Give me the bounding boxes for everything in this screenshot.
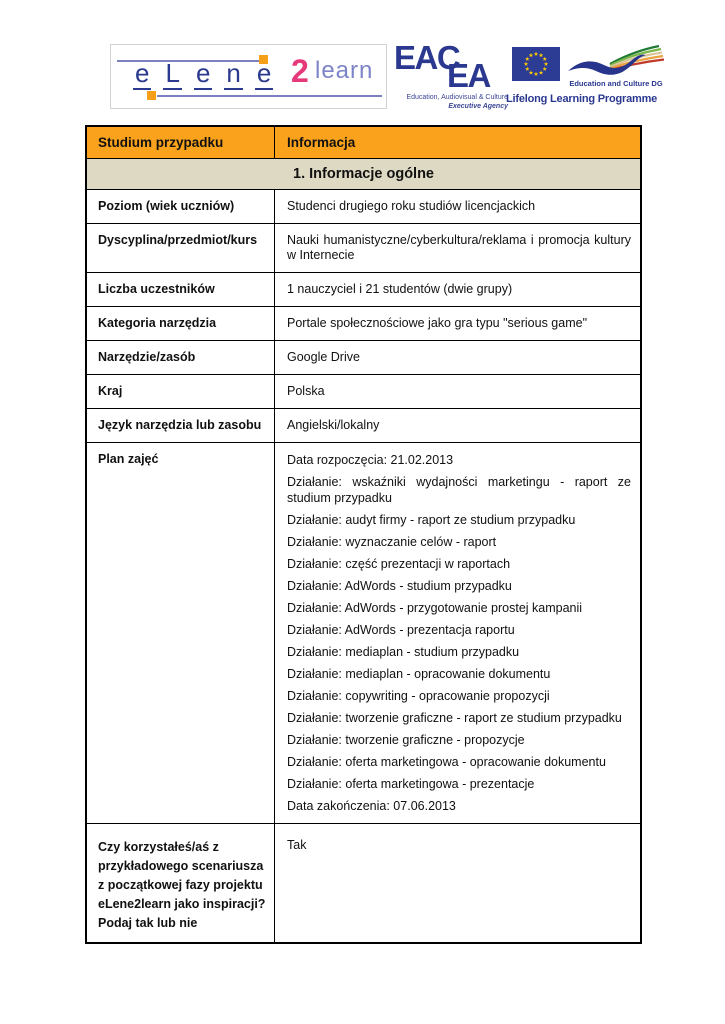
elene-letter: L — [163, 58, 182, 90]
education-culture-dg-swoosh-icon — [568, 45, 665, 75]
eacea-letters-top: EAC — [394, 39, 461, 76]
header-col-informacja: Informacja — [287, 135, 356, 150]
row-label: Narzędzie/zasób — [87, 341, 275, 374]
row-plan-zajec: Plan zajęć Data rozpoczęcia: 21.02.2013 … — [87, 442, 640, 823]
plan-line: Działanie: mediaplan - studium przypadku — [287, 645, 520, 659]
eacea-subtitle-line2: Executive Agency — [448, 102, 508, 110]
elene-letter: n — [224, 58, 243, 90]
row-poziom: Poziom (wiek uczniów) Studenci drugiego … — [87, 189, 640, 223]
section-title: 1. Informacje ogólne — [293, 166, 434, 182]
case-study-table: Studium przypadku Informacja 1. Informac… — [85, 125, 642, 944]
elene-learn-text: learn — [315, 57, 374, 84]
plan-line: Data zakończenia: 07.06.2013 — [287, 799, 456, 813]
elene-letter: e — [193, 58, 213, 90]
row-value: Angielski/lokalny — [287, 418, 380, 432]
elene-letter: e — [254, 58, 274, 90]
header-col-studium: Studium przypadku — [87, 127, 275, 158]
elene-letter: e — [133, 58, 152, 90]
row-dyscyplina: Dyscyplina/przedmiot/kurs Nauki humanist… — [87, 223, 640, 272]
plan-line: Działanie: wyznaczanie celów - raport — [287, 535, 497, 549]
eacea-logo: EAC EA Education, Audiovisual & Culture … — [394, 39, 508, 113]
elene-orange-square-top — [259, 55, 268, 64]
plan-line: Działanie: AdWords - studium przypadku — [287, 579, 512, 593]
plan-line: Działanie: copywriting - opracowanie pro… — [287, 689, 550, 703]
row-label: Czy korzystałeś/aś z przykładowego scena… — [87, 824, 275, 942]
row-label: Dyscyplina/przedmiot/kurs — [87, 224, 275, 272]
education-culture-dg-label: Education and Culture DG — [569, 79, 663, 88]
elene-bottom-rule — [157, 95, 382, 97]
row-narzedzie-zasob: Narzędzie/zasób Google Drive — [87, 340, 640, 374]
row-label: Język narzędzia lub zasobu — [87, 409, 275, 442]
table-header-row: Studium przypadku Informacja — [87, 127, 640, 158]
row-jezyk-narzedzia: Język narzędzia lub zasobu Angielski/lok… — [87, 408, 640, 442]
row-label: Liczba uczestników — [87, 273, 275, 306]
row-label: Plan zajęć — [87, 443, 275, 823]
plan-line: Działanie: część prezentacji w raportach — [287, 557, 511, 571]
plan-line: Działanie: wskaźniki wydajności marketin… — [287, 475, 631, 505]
row-value: Studenci drugiego roku studiów licencjac… — [287, 199, 536, 213]
plan-zajec-value: Data rozpoczęcia: 21.02.2013 Działanie: … — [275, 443, 640, 823]
row-czy-korzystales: Czy korzystałeś/aś z przykładowego scena… — [87, 823, 640, 942]
eacea-letters-bottom: EA — [447, 57, 491, 94]
row-value: 1 nauczyciel i 21 studentów (dwie grupy) — [287, 282, 513, 296]
row-label: Kategoria narzędzia — [87, 307, 275, 340]
plan-line: Działanie: oferta marketingowa - prezent… — [287, 777, 535, 791]
plan-line: Działanie: tworzenie graficzne - propozy… — [287, 733, 525, 747]
row-value: Nauki humanistyczne/cyberkultura/reklama… — [287, 233, 631, 262]
plan-line: Działanie: mediaplan - opracowanie dokum… — [287, 667, 551, 681]
row-label: Poziom (wiek uczniów) — [87, 190, 275, 223]
row-value: Google Drive — [287, 350, 360, 364]
section-row-informacje-ogolne: 1. Informacje ogólne — [87, 158, 640, 189]
eacea-subtitle-line1: Education, Audiovisual & Culture — [406, 94, 508, 101]
plan-line: Działanie: AdWords - prezentacja raportu — [287, 623, 515, 637]
row-kategoria-narzedzia: Kategoria narzędzia Portale społeczności… — [87, 306, 640, 340]
row-value: Tak — [287, 838, 307, 852]
eacea-subtitle: Education, Audiovisual & Culture Executi… — [394, 94, 508, 111]
row-value: Portale społecznościowe jako gra typu "s… — [287, 316, 587, 330]
plan-line: Data rozpoczęcia: 21.02.2013 — [287, 453, 454, 467]
plan-line: Działanie: tworzenie graficzne - raport … — [287, 711, 622, 725]
row-value: Polska — [287, 384, 325, 398]
row-label: Kraj — [87, 375, 275, 408]
row-liczba-uczestnikow: Liczba uczestników 1 nauczyciel i 21 stu… — [87, 272, 640, 306]
elene-digit-2: 2 — [291, 53, 309, 89]
lifelong-learning-programme-label: Lifelong Learning Programme — [506, 93, 658, 105]
elene-top-rule — [117, 60, 259, 62]
row-kraj: Kraj Polska — [87, 374, 640, 408]
plan-line: Działanie: oferta marketingowa - opracow… — [287, 755, 606, 769]
eu-flag-icon — [512, 47, 560, 81]
eu-lifelong-learning-logo: Education and Culture DG Lifelong Learni… — [506, 45, 668, 109]
elene-orange-square-bottom — [147, 91, 156, 100]
plan-line: Działanie: audyt firmy - raport ze studi… — [287, 513, 576, 527]
plan-line: Działanie: AdWords - przygotowanie prost… — [287, 601, 583, 615]
